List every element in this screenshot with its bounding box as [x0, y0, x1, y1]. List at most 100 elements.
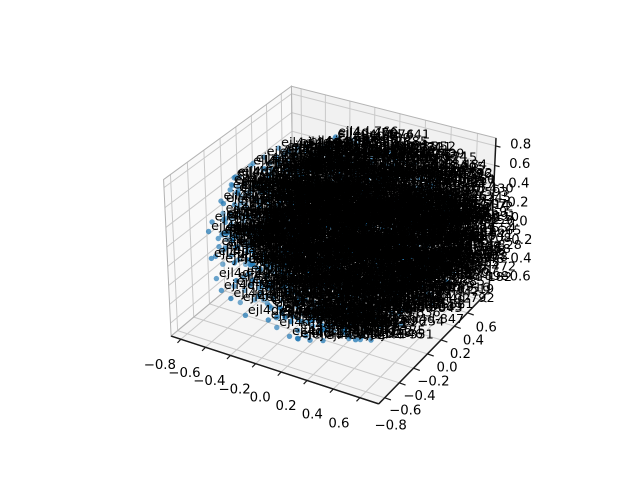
scatter-point: [456, 209, 462, 215]
scatter-point: [429, 202, 435, 208]
y-grid-line: [224, 290, 428, 355]
scatter-point: [344, 289, 350, 296]
scatter-point: [340, 281, 347, 287]
x-tick-mark: [303, 380, 308, 385]
scatter-point: [420, 222, 426, 229]
scatter-point: [393, 224, 400, 230]
scatter-point: [425, 193, 431, 199]
scatter-point: [288, 236, 294, 243]
y-grid-line: [169, 174, 179, 331]
scatter-point: [312, 290, 318, 296]
scatter-point: [341, 276, 348, 283]
y-grid-line: [235, 126, 241, 279]
scatter-point: [441, 214, 447, 220]
scatter-point: [258, 223, 264, 230]
scatter-point: [299, 166, 305, 173]
y-grid-line: [283, 241, 481, 301]
scatter-point: [257, 178, 263, 184]
axis-spines: [170, 138, 497, 405]
scatter-point: [248, 193, 254, 199]
y-tick-mark: [480, 299, 487, 303]
z-tick-mark: [493, 184, 499, 187]
scatter-point: [376, 284, 382, 290]
scatter-point: [402, 159, 408, 165]
point-label: ejl4d-983: [440, 256, 500, 271]
scatter-point: [429, 182, 436, 188]
point-label: ejl4d-997: [395, 191, 455, 206]
y-tick-mark: [413, 367, 420, 371]
z-tick-label: 0.6: [509, 157, 530, 172]
scatter-point: [422, 206, 428, 213]
scatter-point: [356, 292, 362, 298]
scatter-point: [327, 294, 334, 300]
scatter-point: [334, 192, 340, 198]
scatter-point: [340, 166, 346, 172]
scatter-point: [306, 167, 313, 174]
scatter-point: [317, 152, 323, 159]
scatter-point: [280, 191, 287, 197]
z-grid-line: [167, 167, 293, 267]
scatter-point: [304, 143, 310, 150]
z-tick-mark: [491, 222, 498, 225]
point-label: ejl4d-965: [331, 266, 391, 281]
z-grid-line: [170, 221, 294, 324]
scatter-point: [348, 175, 354, 181]
scatter-point: [324, 306, 331, 312]
scatter-point: [383, 205, 390, 211]
scatter-point: [338, 286, 345, 292]
z-grid-line: [291, 93, 496, 147]
scatter-point: [389, 288, 396, 294]
point-label: ejl4d-973: [383, 281, 443, 296]
scatter-point: [448, 191, 454, 197]
scatter-point: [411, 160, 417, 166]
scatter-point: [362, 259, 368, 265]
point-label: ejl4d-993: [399, 215, 459, 230]
scatter-point: [322, 250, 328, 256]
z-grid-line: [291, 112, 495, 166]
x-axis-spine: [170, 335, 379, 405]
scatter-point: [390, 230, 397, 236]
y-grid-line: [186, 162, 195, 318]
y-tick-mark: [467, 312, 474, 316]
y-tick-mark: [427, 353, 434, 357]
scatter-point: [237, 299, 243, 306]
scatter-point: [424, 210, 430, 217]
scatter-point: [280, 152, 287, 159]
scatter-point: [334, 250, 341, 256]
y-grid-line: [193, 316, 400, 384]
x-tick-label: −0.2: [218, 382, 250, 397]
scatter-point: [251, 297, 258, 303]
scatter-point: [407, 246, 413, 253]
scatter-point: [322, 236, 328, 243]
scatter-point: [386, 291, 392, 298]
scatter-point: [249, 217, 255, 224]
scatter-point: [339, 212, 345, 219]
scatter-point: [294, 208, 300, 215]
scatter-point: [404, 282, 411, 288]
z-tick-label: −0.2: [500, 233, 532, 248]
scatter-point: [311, 162, 317, 168]
scatter-point: [396, 264, 403, 271]
y-tick-label: −0.2: [417, 375, 449, 390]
scatter-point: [317, 155, 323, 161]
z-grid-line: [163, 93, 292, 189]
scatter-point: [344, 204, 350, 210]
scatter-point: [260, 297, 267, 303]
scatter-point: [413, 199, 419, 205]
scatter-point: [400, 213, 406, 219]
scatter-point: [375, 229, 381, 236]
scatter-point: [256, 232, 262, 239]
scatter-point: [380, 187, 386, 193]
scatter-point: [386, 216, 393, 223]
scatter-point: [235, 190, 241, 197]
point-label: ejl4d-996: [329, 302, 389, 317]
scatter-point: [224, 236, 230, 242]
y-tick-label: −0.4: [403, 389, 435, 404]
scatter-points: [205, 134, 462, 344]
scatter-point: [220, 261, 226, 267]
scatter-point: [360, 310, 366, 316]
scatter-point: [390, 149, 396, 155]
x-tick-label: −0.6: [168, 366, 200, 381]
scatter-point: [292, 152, 299, 159]
